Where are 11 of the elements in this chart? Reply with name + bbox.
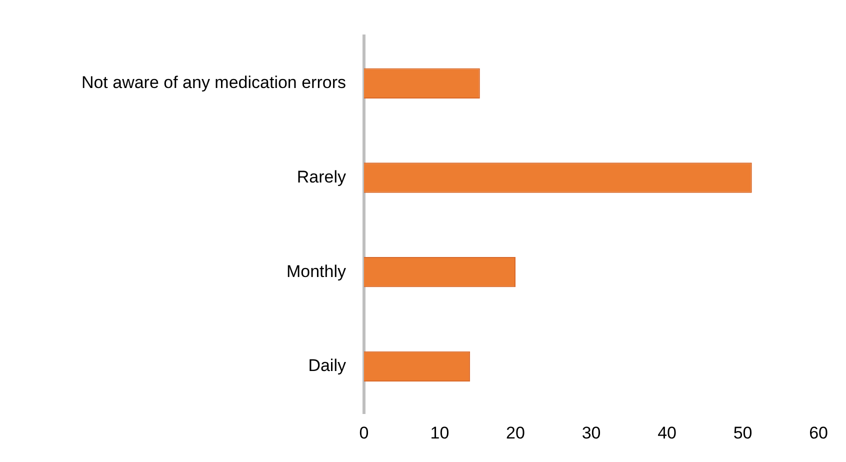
y-tick-label: Daily — [308, 356, 346, 376]
x-tick-label: 20 — [506, 423, 525, 442]
y-tick-label: Rarely — [296, 167, 346, 186]
x-tick-label: 30 — [582, 423, 601, 442]
x-tick-label: 0 — [359, 423, 369, 442]
x-tick-label: 60 — [809, 423, 828, 442]
y-tick-label: Not aware of any medication errors — [81, 73, 346, 92]
y-tick-label: Monthly — [286, 262, 346, 281]
x-tick-label: 40 — [658, 423, 676, 442]
x-tick-label: 10 — [430, 423, 450, 442]
x-tick-label: 50 — [733, 423, 752, 442]
